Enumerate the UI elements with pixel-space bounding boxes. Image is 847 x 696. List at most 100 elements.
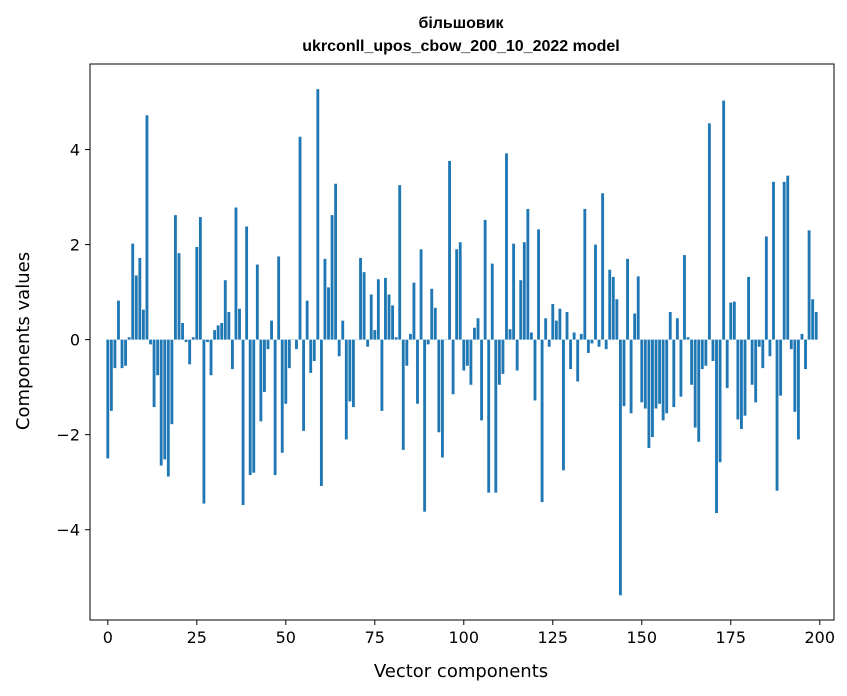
bar xyxy=(796,339,800,440)
bar xyxy=(483,219,487,340)
bar xyxy=(191,337,195,340)
bar xyxy=(601,193,605,340)
x-tick-label: 125 xyxy=(538,628,569,647)
bar xyxy=(640,339,644,403)
bar xyxy=(554,320,558,340)
bar xyxy=(127,337,131,340)
bar xyxy=(309,339,313,373)
bar xyxy=(255,264,259,340)
bar xyxy=(448,160,451,340)
bar xyxy=(693,339,697,428)
bar xyxy=(608,269,612,340)
bar xyxy=(747,276,750,340)
bar xyxy=(654,339,658,409)
bar xyxy=(807,230,811,340)
bar xyxy=(305,300,309,340)
bar xyxy=(579,333,583,340)
bar xyxy=(697,339,701,442)
y-tick-label: 2 xyxy=(70,236,80,255)
bar xyxy=(700,339,704,370)
bar xyxy=(234,207,238,340)
bar xyxy=(437,339,441,433)
bar xyxy=(487,339,491,493)
bar xyxy=(323,258,327,340)
bar xyxy=(398,185,402,340)
bar xyxy=(533,339,537,401)
bar xyxy=(586,339,590,353)
bar xyxy=(732,301,736,340)
bar xyxy=(373,330,377,340)
bar xyxy=(277,256,281,340)
bar xyxy=(800,333,804,340)
bar xyxy=(718,339,722,463)
bar xyxy=(668,312,672,340)
bar xyxy=(569,339,572,370)
bar xyxy=(177,253,181,340)
bar xyxy=(480,339,484,421)
bar xyxy=(131,243,135,340)
bar xyxy=(501,339,505,374)
bar xyxy=(618,339,622,596)
bar xyxy=(576,339,580,382)
bar xyxy=(473,327,476,340)
bar xyxy=(490,263,494,340)
bar xyxy=(117,300,120,340)
bar xyxy=(156,339,160,376)
bar xyxy=(316,89,320,340)
bar xyxy=(369,294,373,340)
bar xyxy=(761,339,765,369)
x-tick-label: 75 xyxy=(365,628,385,647)
bar xyxy=(505,153,508,340)
bar xyxy=(252,339,256,473)
bar xyxy=(170,339,174,425)
bar xyxy=(380,339,384,411)
bar xyxy=(181,322,184,340)
bar xyxy=(270,320,273,340)
bar xyxy=(544,318,548,340)
bar xyxy=(551,303,555,340)
bar xyxy=(348,339,352,402)
bar xyxy=(529,332,533,340)
bar xyxy=(433,307,437,340)
bar xyxy=(793,339,797,412)
bar xyxy=(223,280,227,340)
bar xyxy=(672,339,676,408)
bar xyxy=(522,242,526,340)
bar xyxy=(216,325,220,340)
bar xyxy=(174,215,177,340)
bar xyxy=(597,339,601,347)
bar xyxy=(405,339,409,366)
bar xyxy=(141,309,145,340)
bar xyxy=(679,339,683,397)
y-tick-label: −4 xyxy=(56,521,80,540)
bar xyxy=(330,215,334,340)
bar xyxy=(740,339,743,429)
bar xyxy=(124,339,128,366)
bar xyxy=(312,339,316,361)
x-axis-label: Vector components xyxy=(374,661,548,682)
bar xyxy=(458,242,462,340)
bar xyxy=(775,339,779,491)
bar xyxy=(757,339,761,347)
bar xyxy=(198,217,202,340)
bar xyxy=(515,339,519,371)
bar xyxy=(715,339,718,514)
bar xyxy=(508,329,512,340)
bar xyxy=(138,257,142,340)
bar xyxy=(675,318,679,340)
bar xyxy=(615,299,619,340)
bar xyxy=(213,330,217,340)
bar xyxy=(334,183,338,340)
y-axis: −4 −2 0 2 4 xyxy=(56,141,90,540)
bar xyxy=(238,308,241,340)
y-tick-label: 4 xyxy=(70,141,80,160)
bar xyxy=(547,339,551,347)
y-axis-label: Components values xyxy=(13,252,34,430)
bar xyxy=(636,276,640,340)
x-tick-label: 100 xyxy=(449,628,480,647)
bar xyxy=(686,337,690,340)
bar xyxy=(626,258,629,340)
bar xyxy=(629,339,633,414)
x-tick-label: 25 xyxy=(187,628,207,647)
